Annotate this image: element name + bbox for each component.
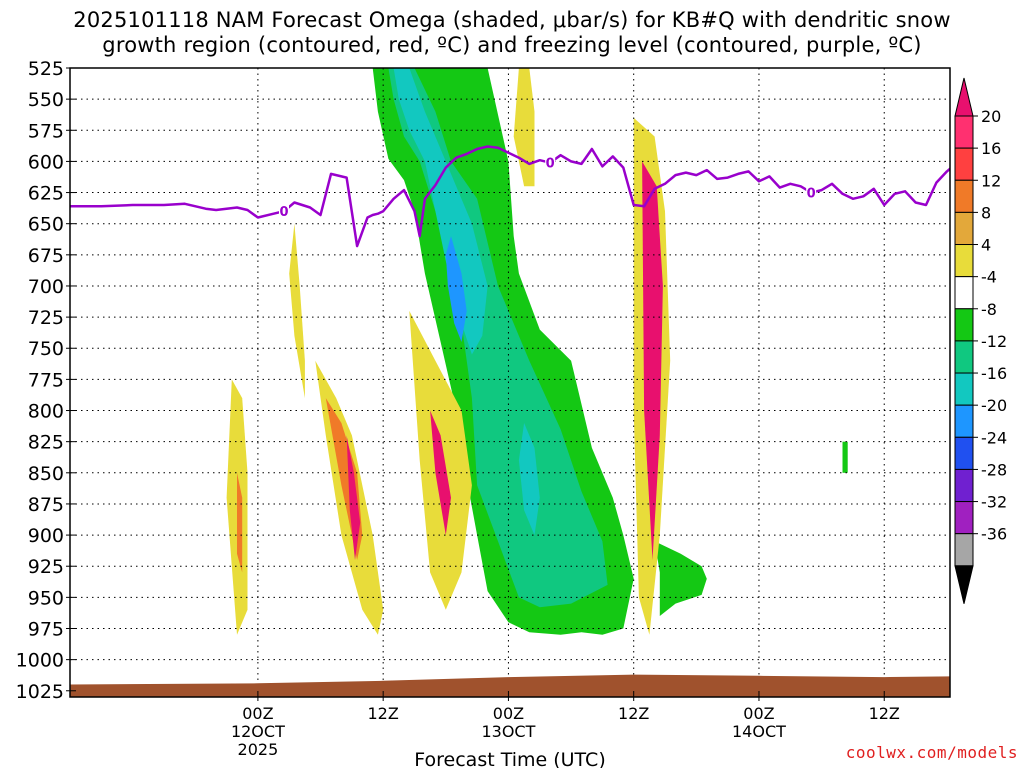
omega-region-positive-12 xyxy=(237,472,243,573)
omega-region-positive-20 xyxy=(346,435,361,560)
colorbar-swatch-11 xyxy=(954,468,974,503)
x-tick-date-4: 14OCT xyxy=(732,722,786,741)
x-tick-label-4: 00Z xyxy=(743,704,774,723)
title-line-2: growth region (contoured, red, ºC) and f… xyxy=(102,33,922,57)
y-tick-label-575: 575 xyxy=(28,120,64,142)
y-tick-label-725: 725 xyxy=(28,307,64,329)
colorbar-swatch-2 xyxy=(954,179,974,213)
colorbar-label-13: -36 xyxy=(981,525,1007,544)
y-axis: 525 550 575 600 625 650 675 700 725 750 775 800 825 8… xyxy=(16,58,76,703)
omega-region--8 xyxy=(654,541,707,616)
colorbar-label-7: -12 xyxy=(981,332,1007,351)
colorbar-swatch-4 xyxy=(954,244,974,278)
surface-polygon xyxy=(70,674,950,697)
colorbar-label-6: -8 xyxy=(981,300,997,319)
y-tick-label-550: 550 xyxy=(28,89,64,111)
omega-region--20 xyxy=(445,236,467,342)
y-tick-label-900: 900 xyxy=(28,525,64,547)
colorbar-swatch-3 xyxy=(954,211,974,246)
freezing-level-label-0: 0 xyxy=(279,205,288,220)
x-tick-label-2: 00Z xyxy=(493,704,524,723)
colorbar-label-8: -16 xyxy=(981,364,1007,383)
y-tick-label-750: 750 xyxy=(28,338,64,360)
y-tick-label-825: 825 xyxy=(28,432,64,454)
colorbar-label-11: -28 xyxy=(981,460,1007,479)
y-tick-label-600: 600 xyxy=(28,151,64,173)
colorbar-swatch-8 xyxy=(954,372,974,406)
y-tick-label-775: 775 xyxy=(28,369,64,391)
colorbar-label-1: 16 xyxy=(981,139,1001,158)
title-line-1: 2025101118 NAM Forecast Omega (shaded, μ… xyxy=(73,8,951,32)
credit-link[interactable]: coolwx.com/models xyxy=(845,743,1018,762)
omega-region--16 xyxy=(393,68,488,355)
x-tick-label-0: 00Z xyxy=(242,704,273,723)
colorbar-label-4: 4 xyxy=(981,236,991,255)
x-tick-label-1: 12Z xyxy=(368,704,399,723)
freezing-level-line xyxy=(70,145,950,248)
x-tick-year-0: 2025 xyxy=(238,740,279,759)
colorbar-label-3: 8 xyxy=(981,203,991,222)
colorbar-label-5: -4 xyxy=(981,268,997,287)
y-tick-label-1025: 1025 xyxy=(16,681,64,703)
freezing-level-label-2: 0 xyxy=(807,187,816,202)
omega-region-positive-20 xyxy=(430,410,451,536)
colorbar-top-arrow xyxy=(954,77,974,117)
y-tick-label-700: 700 xyxy=(28,276,64,298)
y-tick-label-525: 525 xyxy=(28,58,64,80)
plot-frame xyxy=(69,67,951,698)
y-tick-label-675: 675 xyxy=(28,245,64,267)
surface-terrain xyxy=(70,674,950,697)
colorbar-swatch-10 xyxy=(954,436,974,470)
x-axis-title: Forecast Time (UTC) xyxy=(414,749,605,768)
y-tick-label-950: 950 xyxy=(28,587,64,609)
omega-region-positive-4 xyxy=(513,68,535,187)
colorbar-label-9: -20 xyxy=(981,396,1007,415)
omega-region-positive-4 xyxy=(289,223,305,399)
colorbar-swatch-6 xyxy=(954,308,974,342)
x-tick-date-0: 12OCT xyxy=(231,722,285,741)
colorbar-swatch-0 xyxy=(954,115,974,149)
colorbar: 20 16 12 8 4 -4 -8 -12 -16 -20 -24 -28 -32 -36 xyxy=(954,77,1007,604)
colorbar-swatch-9 xyxy=(954,404,974,438)
freezing-label-bg-2 xyxy=(806,184,817,199)
colorbar-swatch-12 xyxy=(954,501,974,535)
freezing-level-contour: 0 0 0 xyxy=(70,145,950,248)
omega-region--16 xyxy=(518,423,540,536)
omega-region--8 xyxy=(842,441,848,473)
freezing-level-label-1: 0 xyxy=(546,157,555,172)
colorbar-label-2: 12 xyxy=(981,171,1001,190)
colorbar-swatch-13 xyxy=(954,533,974,567)
y-tick-label-850: 850 xyxy=(28,463,64,485)
colorbar-label-0: 20 xyxy=(981,107,1001,126)
y-tick-label-1000: 1000 xyxy=(16,650,64,672)
omega-region-positive-20 xyxy=(642,161,663,560)
y-tick-label-925: 925 xyxy=(28,556,64,578)
freezing-label-bg-1 xyxy=(545,154,556,169)
x-tick-date-2: 13OCT xyxy=(481,722,535,741)
x-tick-label-5: 12Z xyxy=(869,704,900,723)
y-tick-label-650: 650 xyxy=(28,214,64,236)
y-tick-label-975: 975 xyxy=(28,618,64,640)
y-tick-label-625: 625 xyxy=(28,183,64,205)
colorbar-bottom-arrow xyxy=(954,565,974,604)
colorbar-swatch-7 xyxy=(954,340,974,374)
omega-shading xyxy=(226,68,848,635)
freezing-label-bg-0 xyxy=(278,203,289,218)
y-tick-label-875: 875 xyxy=(28,494,64,516)
colorbar-swatch-5 xyxy=(954,276,974,310)
colorbar-swatch-1 xyxy=(954,147,974,181)
colorbar-label-10: -24 xyxy=(981,428,1007,447)
y-tick-label-800: 800 xyxy=(28,401,64,423)
x-tick-label-3: 12Z xyxy=(618,704,649,723)
colorbar-label-12: -32 xyxy=(981,493,1007,512)
